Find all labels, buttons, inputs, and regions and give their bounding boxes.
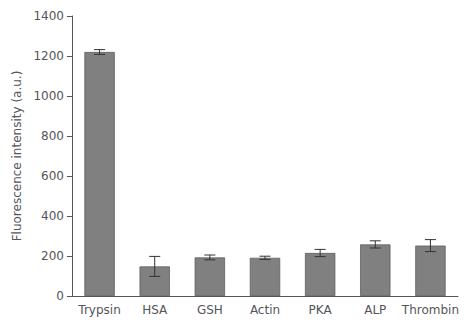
svg-text:200: 200 — [41, 249, 64, 263]
svg-text:800: 800 — [41, 129, 64, 143]
svg-text:600: 600 — [41, 169, 64, 183]
svg-text:Actin: Actin — [250, 303, 280, 317]
svg-text:1200: 1200 — [33, 49, 64, 63]
svg-text:Trypsin: Trypsin — [77, 303, 120, 317]
svg-text:HSA: HSA — [142, 303, 168, 317]
svg-text:400: 400 — [41, 209, 64, 223]
svg-text:GSH: GSH — [197, 303, 223, 317]
svg-text:Fluorescence intensity (a.u.): Fluorescence intensity (a.u.) — [10, 71, 24, 242]
svg-text:0: 0 — [56, 289, 64, 303]
svg-text:PKA: PKA — [309, 303, 333, 317]
svg-text:ALP: ALP — [364, 303, 386, 317]
svg-text:1000: 1000 — [33, 89, 64, 103]
svg-text:1400: 1400 — [33, 9, 64, 23]
svg-text:Thrombin: Thrombin — [401, 303, 459, 317]
